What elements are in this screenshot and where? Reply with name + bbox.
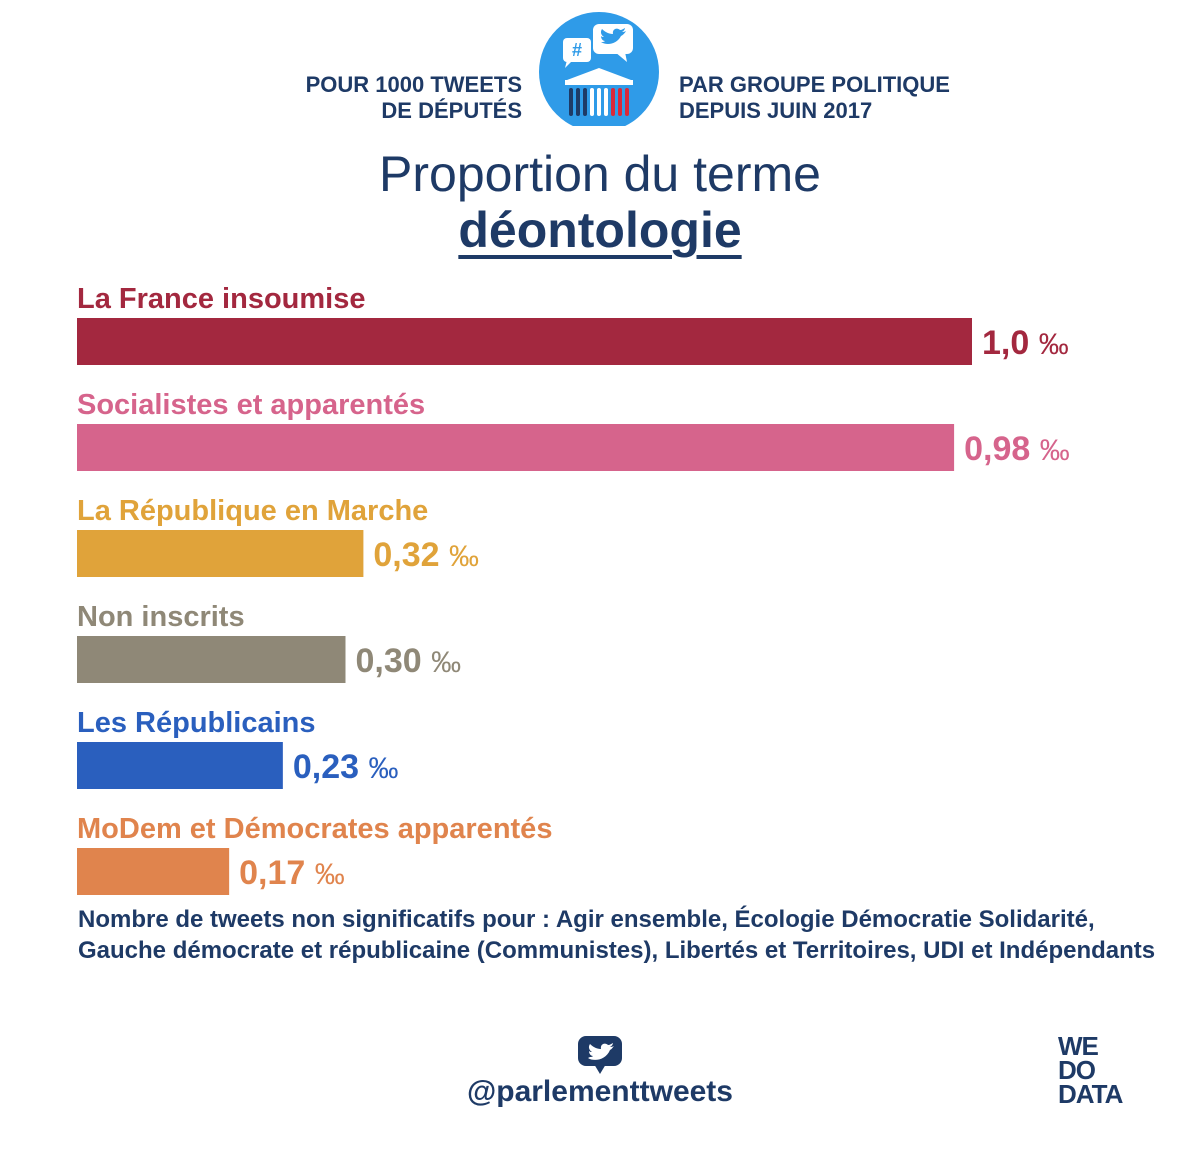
chart-title-term: déontologie	[458, 202, 742, 258]
brand-line1: WE	[1058, 1031, 1099, 1061]
logo-bird-icon	[600, 28, 626, 44]
header-right-text: PAR GROUPE POLITIQUE DEPUIS JUIN 2017	[679, 72, 950, 124]
value-label: 1,0 ‰	[982, 324, 1069, 362]
value-label: 0,30 ‰	[356, 642, 462, 680]
footnote: Nombre de tweets non significatifs pour …	[78, 906, 1156, 964]
bar	[77, 318, 972, 365]
twitter-bird-icon	[588, 1043, 614, 1060]
category-label: Les Républicains	[77, 707, 316, 739]
header-left-line2: DE DÉPUTÉS	[381, 98, 522, 123]
category-label: La République en Marche	[77, 495, 428, 527]
twitter-bubble-icon	[578, 1036, 622, 1074]
logo-hash-text: #	[572, 40, 582, 60]
brand-line2: DO	[1058, 1055, 1096, 1085]
bar	[77, 742, 283, 789]
header-right-line1: PAR GROUPE POLITIQUE	[679, 72, 950, 97]
parlement-tweets-logo: #	[539, 12, 659, 126]
value-label: 0,23 ‰	[293, 748, 399, 786]
header-left-line1: POUR 1000 TWEETS	[305, 72, 522, 97]
chart-title-line1: Proportion du terme	[379, 146, 821, 202]
header: POUR 1000 TWEETS DE DÉPUTÉS # PAR GROUPE	[0, 0, 1200, 140]
header-right-line2: DEPUIS JUIN 2017	[679, 98, 873, 123]
value-label: 0,32 ‰	[373, 536, 479, 574]
chart-title-line2: déontologie	[0, 202, 1200, 258]
brand-line3: DATA	[1058, 1079, 1123, 1109]
value-label: 0,17 ‰	[239, 854, 345, 892]
twitter-handle: @parlementtweets	[466, 1075, 733, 1108]
header-left-text: POUR 1000 TWEETS DE DÉPUTÉS	[306, 72, 522, 124]
bar-chart: La France insoumise 1,0 ‰ Socialistes et a…	[77, 283, 1070, 895]
category-label: La France insoumise	[77, 283, 366, 315]
bar	[77, 530, 364, 577]
category-label: MoDem et Démocrates apparentés	[77, 813, 552, 845]
value-label: 0,98 ‰	[964, 430, 1070, 468]
bar	[77, 424, 955, 471]
wedodata-logo: WE DO DATA	[1058, 1031, 1138, 1109]
category-label: Socialistes et apparentés	[77, 389, 425, 421]
category-label: Non inscrits	[77, 601, 245, 633]
bar	[77, 848, 230, 895]
bar	[77, 636, 346, 683]
